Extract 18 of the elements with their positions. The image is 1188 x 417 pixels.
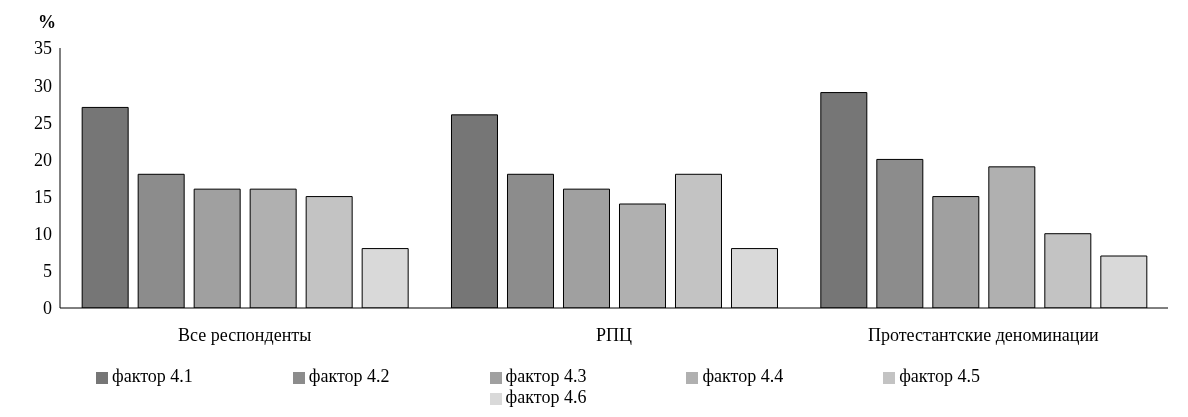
y-tick-label: 30 <box>34 75 52 96</box>
y-tick-label: 15 <box>34 186 52 207</box>
y-tick-label: 10 <box>34 224 52 245</box>
y-axis-title: % <box>38 12 56 33</box>
legend-label: фактор 4.1 <box>112 366 193 386</box>
legend-label: фактор 4.2 <box>308 366 390 386</box>
legend-label: фактор 4.6 <box>505 387 587 407</box>
legend-label: фактор 4.5 <box>899 366 980 386</box>
y-tick-label: 20 <box>34 149 52 170</box>
y-tick-label: 5 <box>43 261 52 282</box>
legend-label: фактор 4.4 <box>702 366 784 386</box>
y-tick-label: 25 <box>34 112 52 133</box>
x-tick-label: Протестантские деноминации <box>867 324 1100 345</box>
x-tick-label: РПЦ <box>595 324 633 345</box>
y-tick-label: 0 <box>43 298 52 319</box>
legend-label: фактор 4.3 <box>505 366 587 386</box>
x-tick-label: Все респонденты <box>178 324 312 345</box>
y-tick-label: 35 <box>34 38 52 59</box>
